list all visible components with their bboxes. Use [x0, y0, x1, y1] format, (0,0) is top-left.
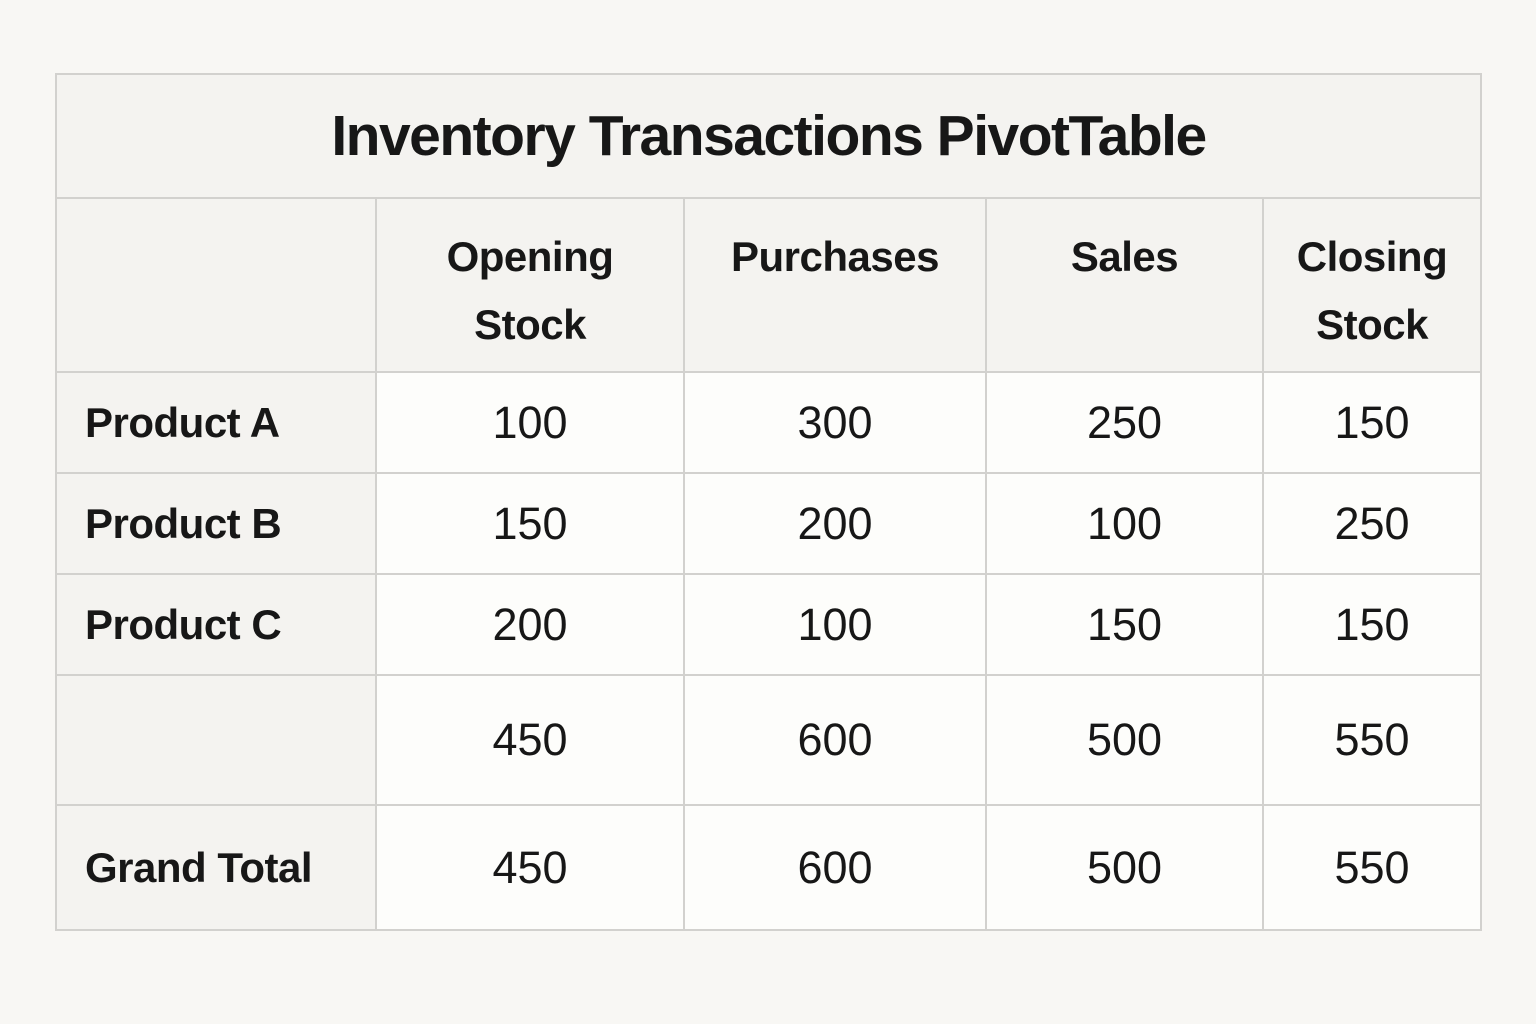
value-cell: 550: [1262, 804, 1482, 931]
value-cell: 150: [985, 573, 1264, 676]
value-cell: 500: [985, 674, 1264, 806]
row-label: Product B: [55, 472, 377, 575]
table-row-product-b: Product B 150 200 100 250: [55, 472, 1482, 575]
col-header-sales: Sales: [985, 197, 1264, 373]
value-cell: 550: [1262, 674, 1482, 806]
value-cell: 100: [683, 573, 987, 676]
value-cell: 450: [375, 804, 685, 931]
value-cell: 600: [683, 674, 987, 806]
value-cell: 300: [683, 371, 987, 474]
row-label-empty: [55, 674, 377, 806]
table-row-product-a: Product A 100 300 250 150: [55, 371, 1482, 474]
table-row-grand-total: Grand Total 450 600 500 550: [55, 804, 1482, 931]
row-label: Product A: [55, 371, 377, 474]
row-label: Product C: [55, 573, 377, 676]
value-cell: 500: [985, 804, 1264, 931]
col-header-purchases: Purchases: [683, 197, 987, 373]
value-cell: 150: [375, 472, 685, 575]
corner-cell: [55, 197, 377, 373]
row-label: Grand Total: [55, 804, 377, 931]
pivot-table: Inventory Transactions PivotTable Openin…: [55, 73, 1482, 931]
value-cell: 600: [683, 804, 987, 931]
table-row-subtotal: 450 600 500 550: [55, 674, 1482, 806]
col-header-opening-stock: Opening Stock: [375, 197, 685, 373]
value-cell: 150: [1262, 371, 1482, 474]
col-header-closing-stock: Closing Stock: [1262, 197, 1482, 373]
value-cell: 100: [985, 472, 1264, 575]
value-cell: 150: [1262, 573, 1482, 676]
value-cell: 100: [375, 371, 685, 474]
value-cell: 250: [985, 371, 1264, 474]
title-row: Inventory Transactions PivotTable: [55, 73, 1482, 199]
column-header-row: Opening Stock Purchases Sales Closing St…: [55, 197, 1482, 373]
table-row-product-c: Product C 200 100 150 150: [55, 573, 1482, 676]
pivot-table-title: Inventory Transactions PivotTable: [55, 73, 1482, 199]
value-cell: 200: [683, 472, 987, 575]
value-cell: 450: [375, 674, 685, 806]
value-cell: 200: [375, 573, 685, 676]
value-cell: 250: [1262, 472, 1482, 575]
